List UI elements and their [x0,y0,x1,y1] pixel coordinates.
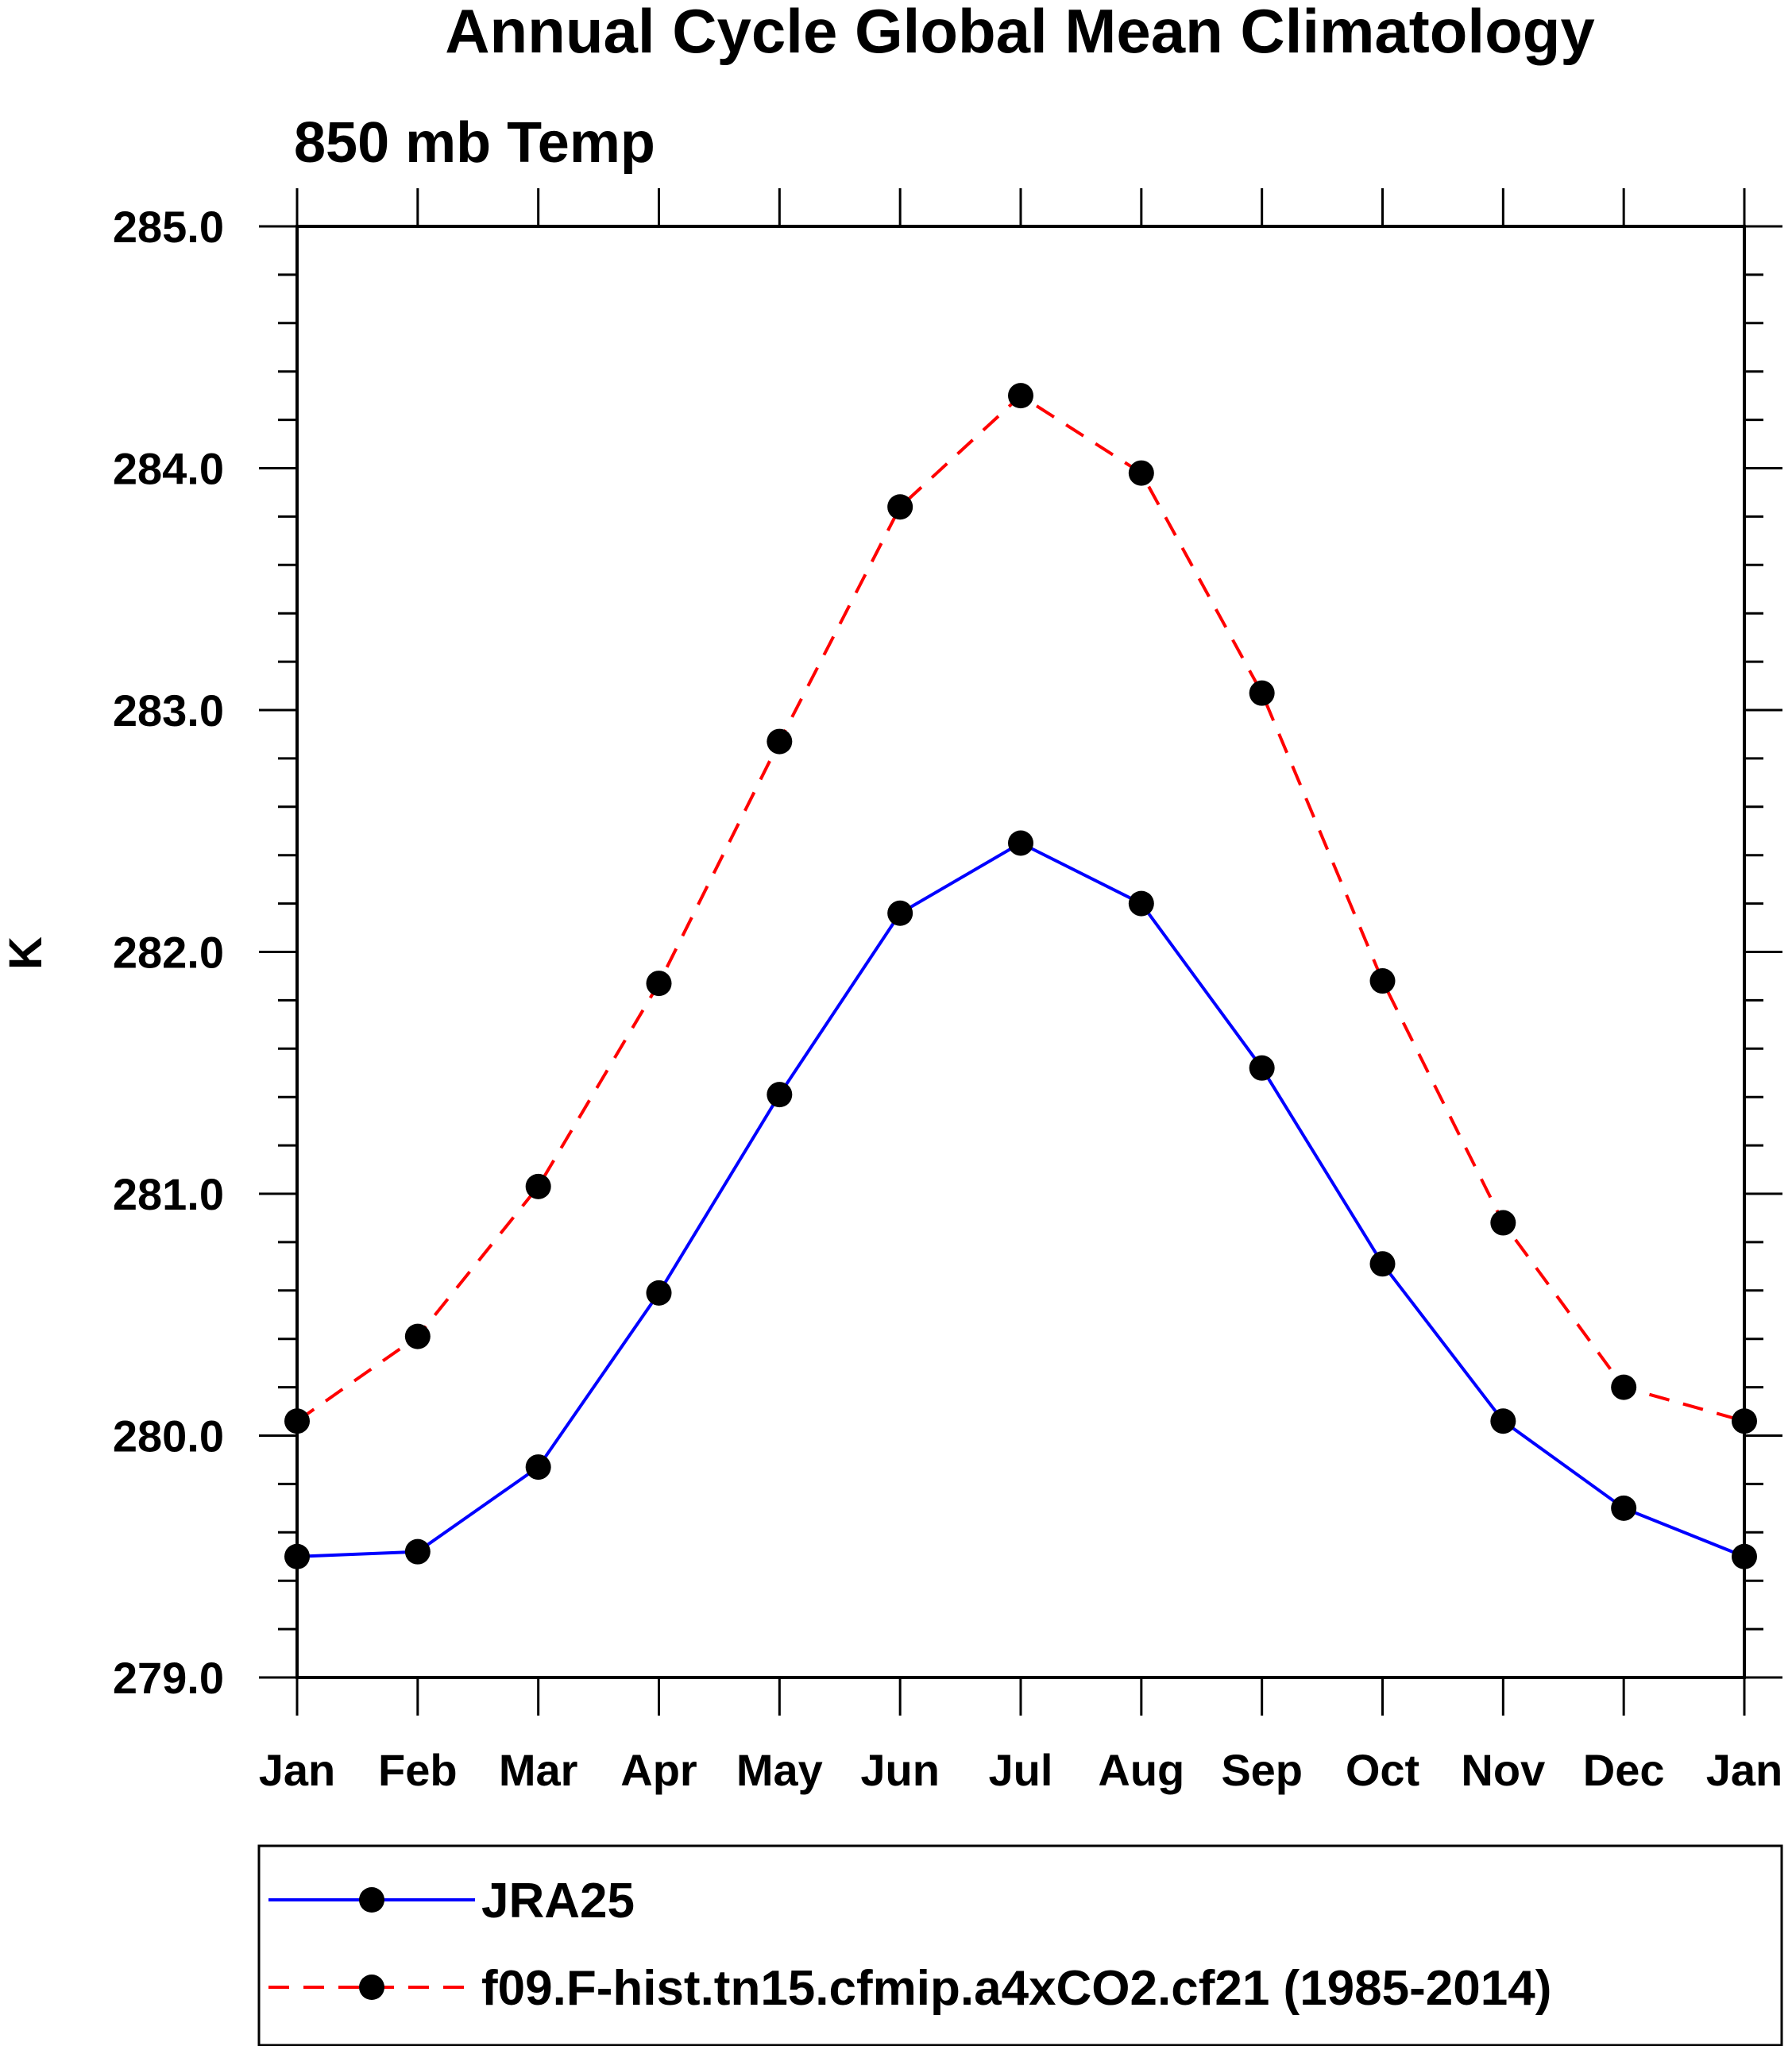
axis-ticks [259,188,1782,1716]
data-point [1128,460,1154,486]
x-tick-label: Jun [860,1745,940,1795]
chart-subtitle: 850 mb Temp [294,111,655,175]
data-point [1128,890,1154,917]
data-point [1611,1495,1637,1521]
series-line-2 [295,393,1745,1423]
x-tick-label: Dec [1583,1745,1665,1795]
x-tick-label: Apr [620,1745,697,1795]
data-point [646,1280,672,1306]
data-point [404,1323,431,1349]
data-point [1369,968,1396,994]
x-tick-label: Nov [1461,1745,1545,1795]
x-tick-label: Sep [1221,1745,1303,1795]
y-tick-label: 282.0 [113,928,224,978]
x-tick-label: Mar [499,1745,578,1795]
data-point [887,900,913,926]
x-tick-label: Jan [1706,1745,1783,1795]
data-point [767,1082,793,1108]
data-point [404,1538,431,1565]
legend: JRA25 f09.F-hist.tn15.cfmip.a4xCO2.cf21 (… [257,1844,1783,2046]
y-tick-label: 279.0 [113,1653,224,1703]
chart-title: Annual Cycle Global Mean Climatology [445,0,1595,66]
legend-items: JRA25 f09.F-hist.tn15.cfmip.a4xCO2.cf21 (… [268,1874,1551,2016]
data-point [646,971,672,997]
plot-frame [295,225,1746,1679]
legend-label-2: f09.F-hist.tn15.cfmip.a4xCO2.cf21 (1985-… [481,1961,1551,2016]
data-point [1611,1374,1637,1400]
data-point [1369,1251,1396,1277]
y-tick-label: 285.0 [113,202,224,252]
data-point [525,1454,551,1480]
x-tick-label: Feb [378,1745,458,1795]
y-tick-label: 283.0 [113,685,224,735]
data-point [525,1173,551,1199]
data-point [767,728,793,755]
x-tick-label: Aug [1098,1745,1184,1795]
plot-series [284,383,1757,1569]
legend-label-1: JRA25 [481,1874,635,1928]
series-line-1 [296,841,1745,1558]
data-point [1008,830,1033,856]
x-tick-label: Jul [989,1745,1053,1795]
data-point [887,494,913,520]
legend-marker-2 [359,1975,384,2000]
data-point [1490,1408,1516,1434]
legend-marker-1 [359,1887,384,1913]
axis-tick-labels: 279.0 280.0 281.0 282.0 283.0 284.0 285.0 Jan Fe… [113,202,1782,1795]
y-tick-label: 280.0 [113,1411,224,1461]
data-point [1490,1210,1516,1236]
x-tick-label: Jan [259,1745,336,1795]
x-tick-label: May [736,1745,823,1795]
y-tick-label: 281.0 [113,1169,224,1219]
x-tick-label: Oct [1346,1745,1419,1795]
y-tick-label: 284.0 [113,444,224,494]
legend-box [257,1844,1783,2046]
data-point [1249,1055,1275,1081]
y-axis-label: K [0,936,52,970]
data-point [1008,383,1033,409]
data-point [1249,680,1275,706]
